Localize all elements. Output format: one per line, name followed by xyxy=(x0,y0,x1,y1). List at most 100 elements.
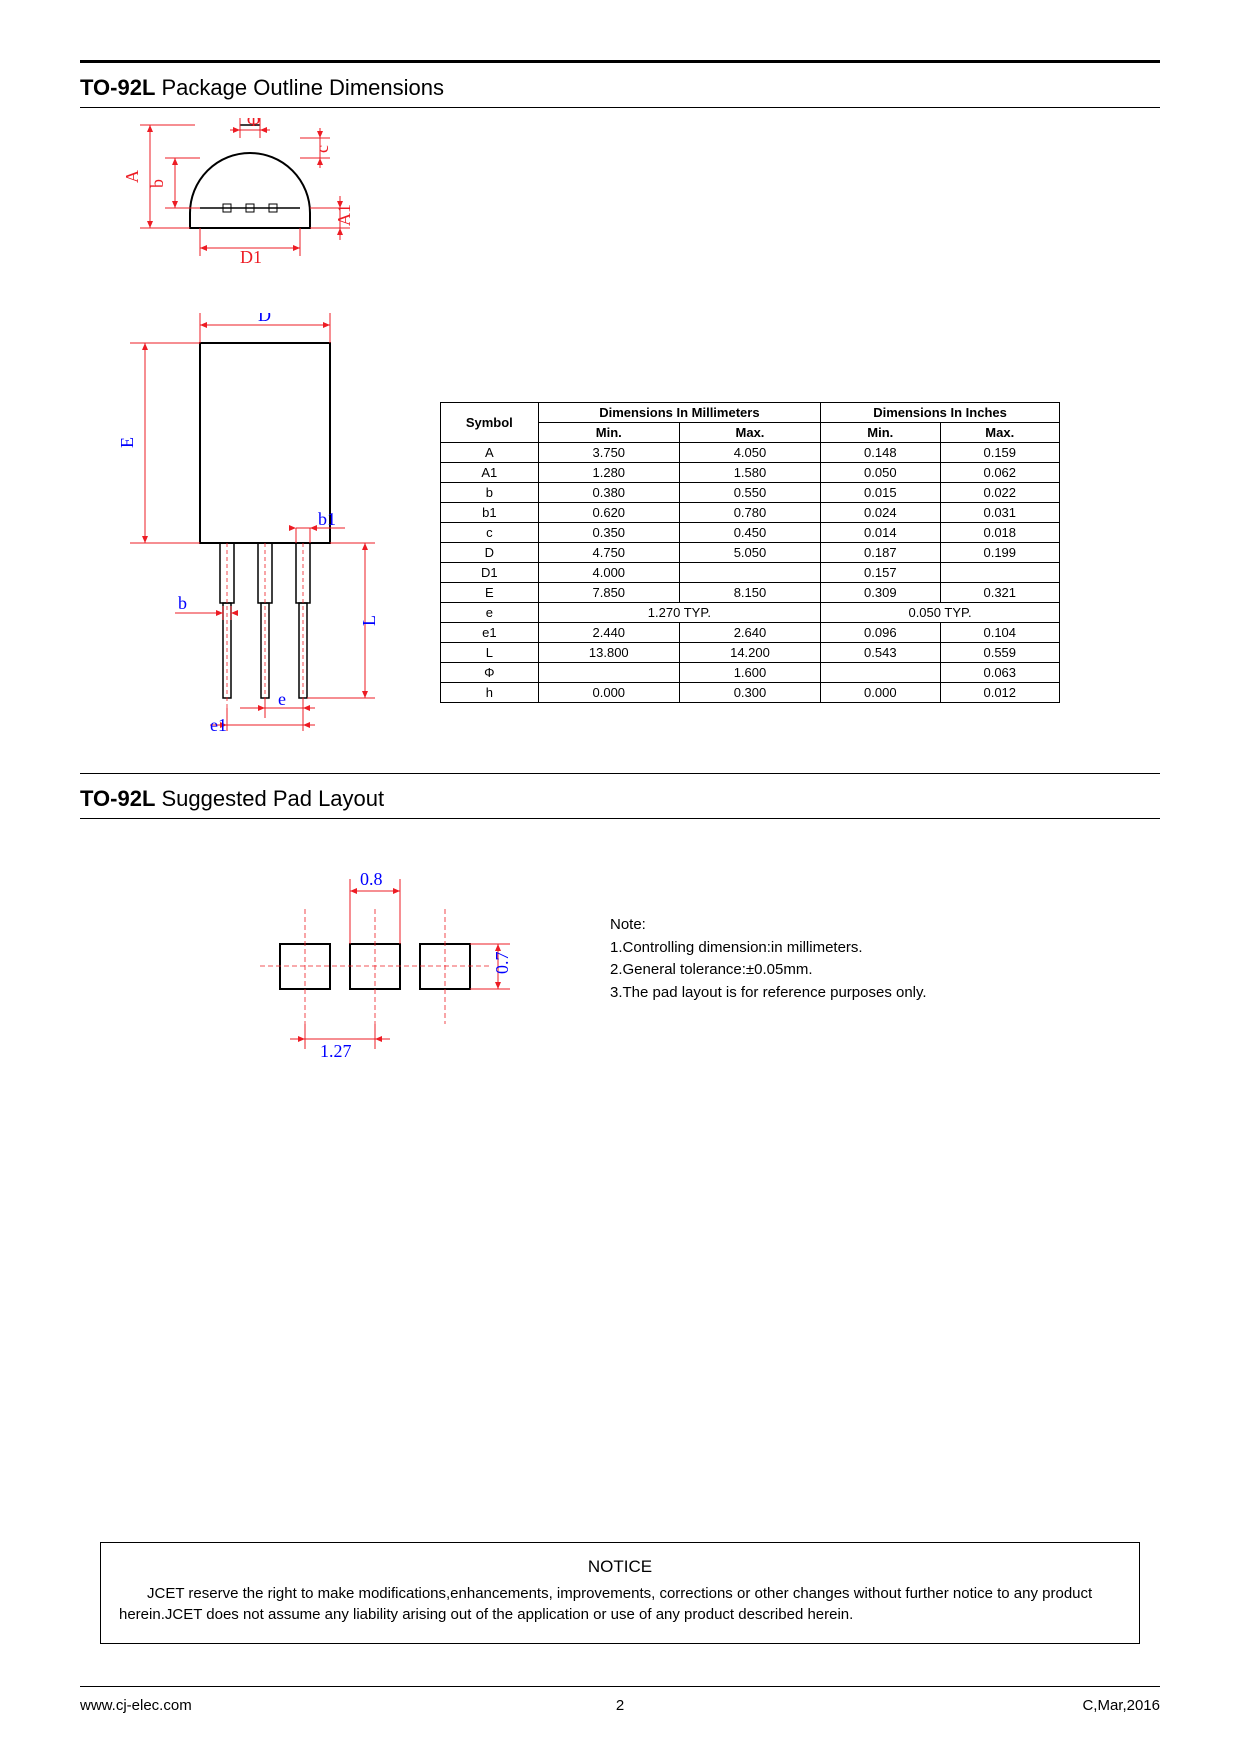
th-mm: Dimensions In Millimeters xyxy=(538,403,820,423)
pad-title-rest: Suggested Pad Layout xyxy=(155,786,384,811)
cell-in_min: 0.014 xyxy=(821,523,940,543)
cell-in_max: 0.199 xyxy=(940,543,1059,563)
cell-mm_min: 0.620 xyxy=(538,503,679,523)
cell-symbol: b xyxy=(441,483,539,503)
cell-in_min: 0.309 xyxy=(821,583,940,603)
cell-in_min: 0.157 xyxy=(821,563,940,583)
outline-title-bold: TO-92L xyxy=(80,75,155,100)
table-row: h0.0000.3000.0000.012 xyxy=(441,683,1060,703)
cell-mm_min: 0.380 xyxy=(538,483,679,503)
cell-mm_min: 13.800 xyxy=(538,643,679,663)
table-row: D14.000 0.157 xyxy=(441,563,1060,583)
pad-dim-h: 0.7 xyxy=(492,952,512,975)
cell-in_min: 0.000 xyxy=(821,683,940,703)
th-symbol: Symbol xyxy=(441,403,539,443)
pad-dim-w: 0.8 xyxy=(360,869,383,889)
dim-E: E xyxy=(117,437,137,448)
cell-mm-span: 1.270 TYP. xyxy=(538,603,820,623)
table-row: E7.8508.1500.3090.321 xyxy=(441,583,1060,603)
cell-mm_max: 5.050 xyxy=(679,543,820,563)
th-mm-min: Min. xyxy=(538,423,679,443)
cell-symbol: E xyxy=(441,583,539,603)
cell-in_min: 0.096 xyxy=(821,623,940,643)
cell-symbol: A xyxy=(441,443,539,463)
th-in: Dimensions In Inches xyxy=(821,403,1060,423)
cell-mm_max: 0.300 xyxy=(679,683,820,703)
cell-in_max: 0.031 xyxy=(940,503,1059,523)
cell-in_min: 0.015 xyxy=(821,483,940,503)
th-mm-max: Max. xyxy=(679,423,820,443)
table-row: c0.3500.4500.0140.018 xyxy=(441,523,1060,543)
table-row: e12.4402.6400.0960.104 xyxy=(441,623,1060,643)
cell-symbol: e xyxy=(441,603,539,623)
cell-mm_max: 0.780 xyxy=(679,503,820,523)
cell-in_min: 0.543 xyxy=(821,643,940,663)
cell-in_max: 0.062 xyxy=(940,463,1059,483)
table-row: b0.3800.5500.0150.022 xyxy=(441,483,1060,503)
cell-in_min xyxy=(821,663,940,683)
cell-mm_max: 8.150 xyxy=(679,583,820,603)
side-view-drawing: D E b1 b xyxy=(100,313,410,733)
cell-in_max: 0.022 xyxy=(940,483,1059,503)
cell-mm_min xyxy=(538,663,679,683)
pad-layout-drawing: 0.8 0.7 1.27 xyxy=(220,849,530,1069)
pad-notes: Note: 1.Controlling dimension:in millime… xyxy=(610,914,927,1004)
dim-A: A xyxy=(122,170,142,183)
notice-box: NOTICE JCET reserve the right to make mo… xyxy=(100,1542,1140,1644)
note-line-1: 1.Controlling dimension:in millimeters. xyxy=(610,937,927,960)
dim-L: L xyxy=(359,615,379,626)
cell-mm_max: 1.600 xyxy=(679,663,820,683)
cell-in_min: 0.024 xyxy=(821,503,940,523)
dim-b-top: b xyxy=(147,179,167,188)
cell-in_max: 0.104 xyxy=(940,623,1059,643)
outline-title-rest: Package Outline Dimensions xyxy=(155,75,444,100)
cell-in_min: 0.187 xyxy=(821,543,940,563)
cell-mm_max xyxy=(679,563,820,583)
th-in-max: Max. xyxy=(940,423,1059,443)
pad-dim-p: 1.27 xyxy=(320,1041,352,1061)
cell-in_max: 0.321 xyxy=(940,583,1059,603)
cell-symbol: e1 xyxy=(441,623,539,643)
pad-title-bold: TO-92L xyxy=(80,786,155,811)
dim-c: c xyxy=(312,145,332,153)
cell-in_max: 0.018 xyxy=(940,523,1059,543)
cell-mm_min: 0.350 xyxy=(538,523,679,543)
cell-in_max xyxy=(940,563,1059,583)
page-footer: www.cj-elec.com 2 C,Mar,2016 xyxy=(80,1686,1160,1714)
footer-url: www.cj-elec.com xyxy=(80,1697,192,1714)
table-row: D4.7505.0500.1870.199 xyxy=(441,543,1060,563)
note-line-3: 3.The pad layout is for reference purpos… xyxy=(610,982,927,1005)
table-row: b10.6200.7800.0240.031 xyxy=(441,503,1060,523)
cell-in-span: 0.050 TYP. xyxy=(821,603,1060,623)
cell-mm_min: 0.000 xyxy=(538,683,679,703)
dim-D1: D1 xyxy=(240,247,262,267)
cell-in_min: 0.148 xyxy=(821,443,940,463)
footer-page: 2 xyxy=(616,1697,624,1714)
cell-symbol: h xyxy=(441,683,539,703)
dim-phi: Φ xyxy=(247,118,260,130)
notice-title: NOTICE xyxy=(119,1557,1121,1577)
table-row: L13.80014.2000.5430.559 xyxy=(441,643,1060,663)
cell-symbol: D1 xyxy=(441,563,539,583)
cell-mm_min: 4.000 xyxy=(538,563,679,583)
cell-symbol: b1 xyxy=(441,503,539,523)
dim-D: D xyxy=(258,313,271,325)
cell-symbol: c xyxy=(441,523,539,543)
cell-in_max: 0.012 xyxy=(940,683,1059,703)
cell-symbol: D xyxy=(441,543,539,563)
dim-b1: b1 xyxy=(318,509,336,529)
cell-mm_max: 4.050 xyxy=(679,443,820,463)
pad-section-title: TO-92L Suggested Pad Layout xyxy=(80,782,1160,819)
table-row: A11.2801.5800.0500.062 xyxy=(441,463,1060,483)
cell-mm_min: 4.750 xyxy=(538,543,679,563)
dim-e1: e1 xyxy=(210,715,227,733)
dim-b: b xyxy=(178,593,187,613)
cell-in_max: 0.063 xyxy=(940,663,1059,683)
cell-in_max: 0.559 xyxy=(940,643,1059,663)
top-view-drawing: Φ A b c xyxy=(100,118,410,283)
table-row: Φ1.6000.063 xyxy=(441,663,1060,683)
cell-mm_max: 0.450 xyxy=(679,523,820,543)
cell-symbol: A1 xyxy=(441,463,539,483)
cell-mm_min: 1.280 xyxy=(538,463,679,483)
dim-A1: A1 xyxy=(334,204,354,226)
